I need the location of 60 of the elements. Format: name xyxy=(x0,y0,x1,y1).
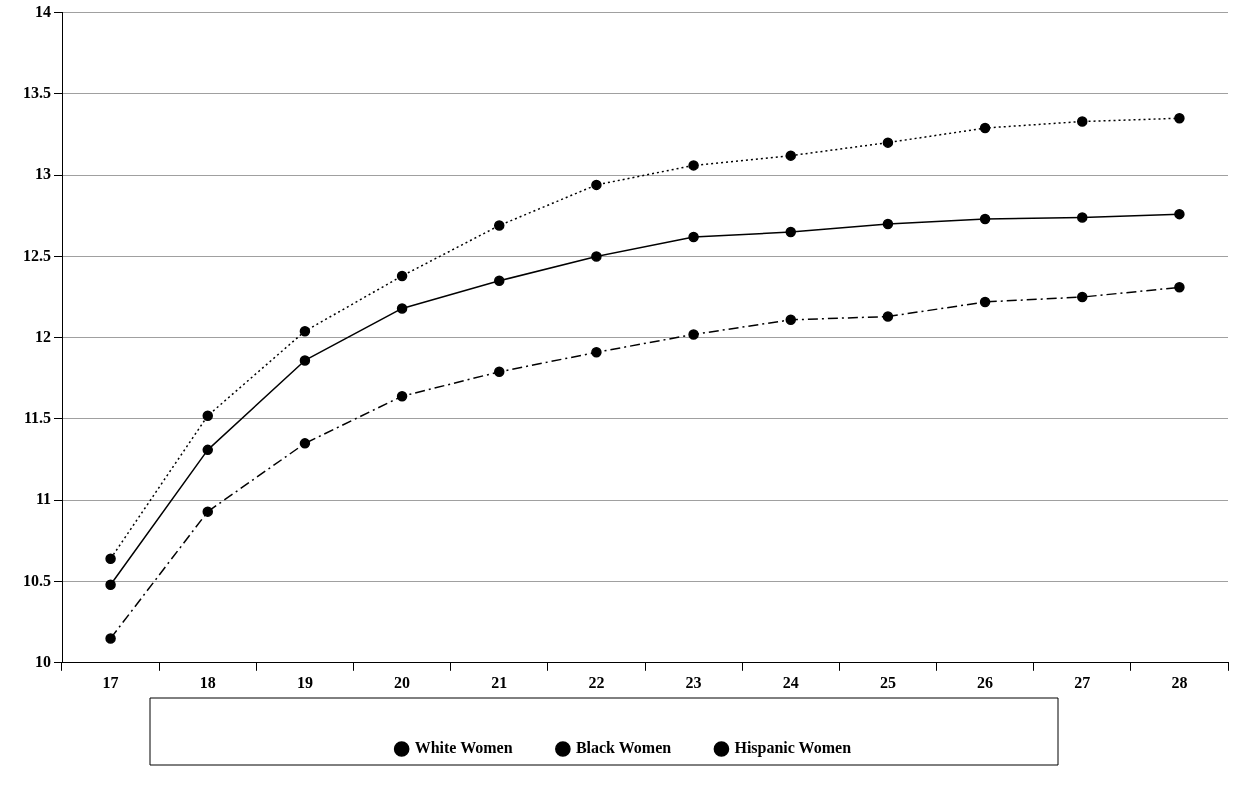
point xyxy=(688,160,699,171)
point xyxy=(785,150,796,161)
x-tick-label: 24 xyxy=(782,673,799,691)
y-tick-label: 13 xyxy=(35,165,51,183)
point xyxy=(785,226,796,238)
point xyxy=(1077,116,1088,127)
point xyxy=(979,122,991,134)
point xyxy=(1174,113,1185,124)
point xyxy=(299,355,311,366)
y-tick-label: 12.5 xyxy=(23,246,51,264)
point xyxy=(202,506,213,517)
y-tick-label: 10 xyxy=(35,652,51,670)
point xyxy=(1174,208,1185,220)
point xyxy=(105,633,116,644)
y-tick-label: 10.5 xyxy=(23,571,51,589)
point xyxy=(882,218,894,230)
x-tick-label: 28 xyxy=(1171,673,1188,691)
x-tick-label: 19 xyxy=(296,673,313,691)
point xyxy=(494,366,505,378)
point xyxy=(396,270,408,282)
point xyxy=(688,231,699,243)
point xyxy=(105,579,116,591)
x-tick-label: 17 xyxy=(102,673,119,691)
point xyxy=(882,311,894,322)
x-tick-label: 26 xyxy=(977,673,994,691)
point xyxy=(979,296,991,308)
x-tick-label: 23 xyxy=(685,673,702,691)
point xyxy=(591,179,602,191)
point xyxy=(688,329,699,340)
point xyxy=(494,275,505,287)
point xyxy=(396,303,408,314)
y-tick-label: 13.5 xyxy=(23,84,51,102)
legend-label: Hispanic Women xyxy=(734,739,852,758)
point xyxy=(1174,282,1185,293)
x-tick-label: 21 xyxy=(491,673,508,691)
legend-label: Black Women xyxy=(575,739,672,757)
point xyxy=(202,444,213,456)
point xyxy=(591,251,602,262)
point xyxy=(591,347,602,358)
point xyxy=(396,390,408,402)
point xyxy=(785,314,796,326)
x-tick-label: 27 xyxy=(1074,673,1091,691)
x-tick-label: 22 xyxy=(588,673,605,691)
point xyxy=(299,438,311,449)
point xyxy=(105,553,116,565)
legend-label: White Women xyxy=(414,739,513,757)
point xyxy=(202,410,213,421)
y-tick-label: 14 xyxy=(35,2,51,20)
point xyxy=(979,213,991,225)
point xyxy=(882,137,894,148)
x-tick-label: 18 xyxy=(199,673,216,691)
y-tick-label: 12 xyxy=(35,327,51,345)
point xyxy=(494,220,505,231)
y-tick-label: 11 xyxy=(35,490,51,508)
point xyxy=(1077,212,1088,223)
y-tick-label: 11.5 xyxy=(23,409,51,427)
x-tick-label: 20 xyxy=(394,673,411,691)
point xyxy=(299,325,311,337)
point xyxy=(1077,291,1088,303)
x-tick-label: 25 xyxy=(879,673,896,691)
